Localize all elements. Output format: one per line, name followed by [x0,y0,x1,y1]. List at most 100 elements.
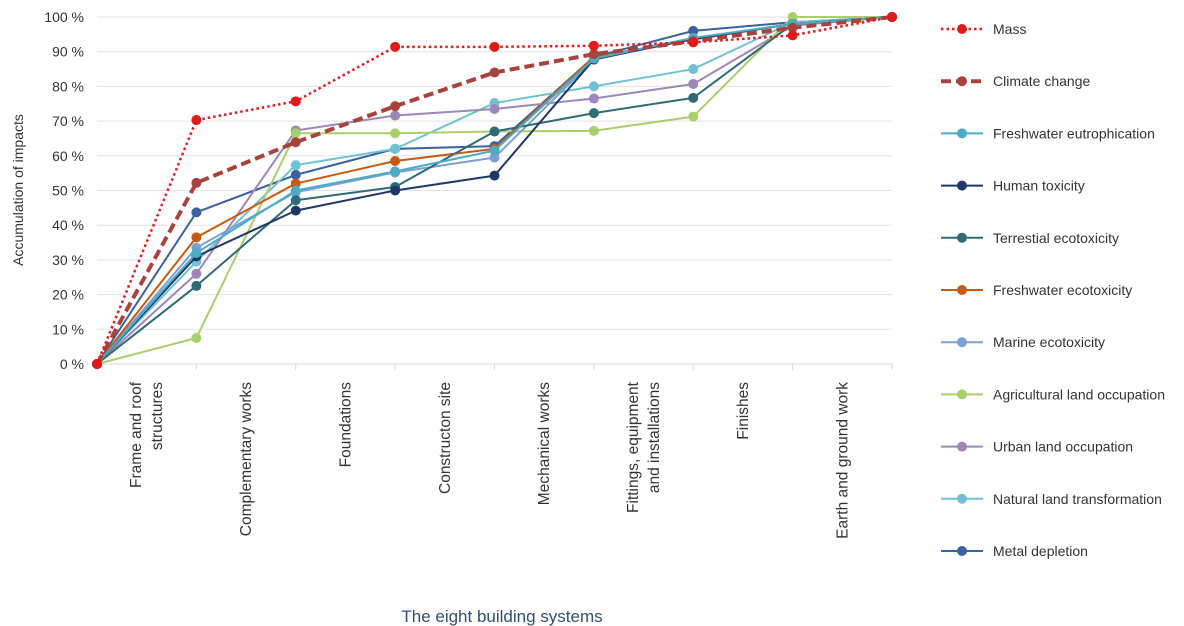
legend-swatch-marker [957,128,967,139]
y-tick-label: 30 % [52,252,84,268]
data-point [489,126,500,137]
data-point [489,67,500,78]
legend-swatch-marker [957,441,967,452]
legend-label: Metal depletion [993,543,1088,559]
data-point [92,359,102,369]
data-point [688,64,699,75]
data-point [688,78,699,89]
data-point [191,207,202,218]
x-axis-title: The eight building systems [401,607,602,626]
data-point [489,170,500,181]
x-axis-category-labels: Frame and roof structures Complementary wo… [128,381,851,539]
data-point [390,41,401,52]
legend: Mass Climate change Freshwater eutrophicat… [941,21,1165,559]
legend-label: Climate change [993,73,1090,89]
y-tick-label: 20 % [52,287,84,303]
x-category-label: Foundations [337,382,354,468]
legend-swatch-marker [957,24,967,34]
data-point [191,115,202,126]
data-point [390,128,401,139]
legend-item: Metal depletion [941,543,1088,559]
data-point [390,143,401,154]
legend-swatch-marker [957,389,967,400]
data-point [290,160,301,171]
data-point [688,37,699,48]
y-tick-label: 80 % [52,78,84,94]
data-point [688,111,699,122]
plot-series [92,12,897,369]
legend-swatch-marker [957,493,967,504]
data-point [290,185,301,196]
data-point [191,247,202,258]
legend-label: Mass [993,21,1026,37]
legend-label: Agricultural land occupation [993,386,1165,402]
legend-item: Terrestial ecotoxicity [941,230,1119,246]
x-category-label: Constructon site [437,382,454,494]
data-point [787,12,798,22]
data-point [489,145,500,156]
series-line [95,15,893,365]
y-tick-label: 0 % [60,356,84,372]
y-axis-title: Accumulation of impacts [10,114,26,266]
data-point [191,280,202,291]
data-point [290,137,301,148]
x-category-label: Frame and roof structures [128,381,166,488]
legend-item: Marine ecotoxicity [941,334,1105,350]
data-point [588,81,599,92]
legend-label: Human toxicity [993,178,1085,194]
legend-label: Urban land occupation [993,439,1133,455]
data-point [290,205,301,216]
legend-label: Freshwater eutrophication [993,125,1155,141]
legend-item: Freshwater ecotoxicity [941,282,1132,298]
data-point [588,108,599,119]
y-tick-label: 100 % [44,9,84,25]
x-category-label: Fittings, equipment and installations [625,381,663,513]
data-point [588,49,599,60]
legend-label: Terrestial ecotoxicity [993,230,1119,246]
legend-label: Freshwater ecotoxicity [993,282,1132,298]
legend-swatch-marker [957,232,967,243]
data-point [688,25,699,36]
data-point [390,185,401,196]
data-point [390,101,401,112]
data-point [489,152,500,163]
legend-item: Agricultural land occupation [941,386,1165,402]
data-point [390,156,401,167]
legend-item: Natural land transformation [941,491,1162,507]
y-tick-label: 40 % [52,217,84,233]
y-tick-label: 50 % [52,183,84,199]
y-axis-tick-labels: 0 % 10 % 20 % 30 % 40 % 50 % 60 % 70 % 80 % 90 % 1… [44,9,84,372]
data-point [290,195,301,206]
legend-item: Urban land occupation [941,439,1133,455]
legend-swatch-marker [957,546,967,556]
x-category-label: Complementary works [238,382,255,536]
y-tick-label: 90 % [52,44,84,60]
y-tick-label: 10 % [52,321,84,337]
series-mass [92,12,897,369]
series-line [95,15,893,365]
data-point [191,332,202,343]
legend-swatch-marker [957,285,967,295]
y-tick-label: 70 % [52,113,84,129]
data-point [191,268,202,279]
data-point [588,125,599,136]
legend-label: Marine ecotoxicity [993,334,1105,350]
legend-item: Freshwater eutrophication [941,125,1155,141]
data-point [588,93,599,104]
data-point [191,232,202,243]
data-point [887,12,897,22]
data-point [290,96,301,107]
x-category-label: Mechanical works [536,382,553,505]
legend-swatch-marker [957,76,967,87]
data-point [290,178,301,189]
data-point [787,22,798,33]
data-point [290,169,301,180]
data-point [191,177,202,188]
x-axis-tick-marks [96,364,893,370]
legend-item: Climate change [941,73,1090,89]
data-point [787,30,798,41]
data-point [290,128,301,139]
legend-label: Natural land transformation [993,491,1162,507]
data-point [390,110,401,121]
